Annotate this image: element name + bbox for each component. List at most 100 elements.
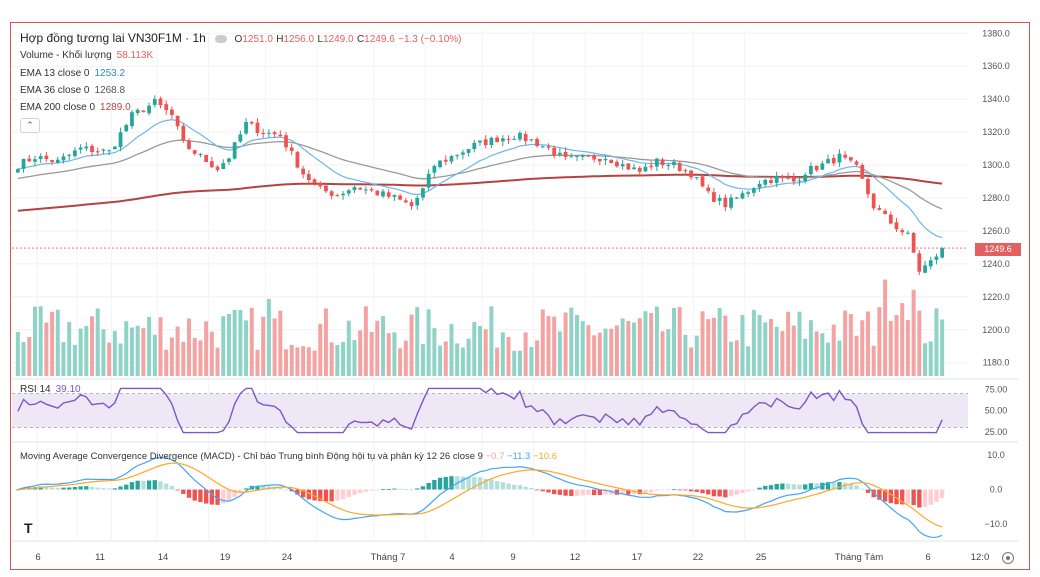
candle-body <box>712 192 716 202</box>
volume-bar <box>420 344 425 376</box>
ema36-value: 1268.8 <box>94 85 126 96</box>
volume-bar <box>483 329 488 376</box>
macd-label: Moving Average Convergence Divergence (M… <box>20 451 483 462</box>
rsi-tick-label: 50.00 <box>985 406 1008 416</box>
ema36-legend[interactable]: EMA 36 close 0 1268.8 <box>20 85 125 96</box>
volume-bar <box>78 328 83 376</box>
volume-bar <box>147 316 152 376</box>
candle-body <box>500 138 505 142</box>
volume-bar <box>90 316 95 376</box>
macd-histogram-bar <box>666 489 671 491</box>
candle-body <box>803 174 808 182</box>
volume-bar <box>398 348 403 376</box>
price-tick-label: 1300.0 <box>982 160 1010 170</box>
volume-bar <box>238 310 243 376</box>
macd-histogram-bar <box>791 484 796 490</box>
rsi-legend[interactable]: RSI 14 39.10 <box>20 384 81 395</box>
macd-histogram-bar <box>61 487 66 490</box>
rsi-tick-label: 75.00 <box>985 384 1008 394</box>
volume-bar <box>187 318 192 376</box>
candle-body <box>489 137 494 146</box>
candle-body <box>130 112 134 127</box>
macd-histogram-bar <box>141 480 146 490</box>
macd-histogram-bar <box>877 489 882 500</box>
time-tick-label: 17 <box>632 552 643 563</box>
candle-body <box>426 173 431 188</box>
candle-body <box>341 193 345 196</box>
macd-histogram-bar <box>306 489 312 500</box>
candle-body <box>261 133 266 135</box>
candle-body <box>529 139 534 141</box>
macd-histogram-bar <box>415 488 420 490</box>
gear-icon[interactable] <box>1002 552 1014 564</box>
volume-legend[interactable]: Volume - Khối lượng 58.113K <box>20 50 153 61</box>
macd-histogram-bar <box>318 489 323 501</box>
candle-body <box>67 154 72 156</box>
volume-bar <box>592 335 597 376</box>
macd-histogram-bar <box>939 489 945 498</box>
candle-body <box>837 153 842 163</box>
macd-histogram-bar <box>523 486 528 490</box>
macd-histogram-bar <box>728 489 734 497</box>
macd-histogram-bar <box>146 480 152 490</box>
ema200-legend[interactable]: EMA 200 close 0 1289.0 <box>20 102 131 113</box>
candle-body <box>443 159 448 162</box>
candle-body <box>763 179 768 185</box>
ema13-line <box>17 119 943 239</box>
volume-bar <box>478 325 482 376</box>
macd-histogram-bar <box>671 489 677 491</box>
macd-histogram-bar <box>483 478 488 490</box>
macd-histogram-bar <box>300 489 306 498</box>
macd-histogram-bar <box>175 489 180 491</box>
time-tick-label: Tháng Tám <box>835 552 883 563</box>
macd-histogram-bar <box>586 489 591 496</box>
volume-bar <box>803 338 808 376</box>
macd-histogram-bar <box>848 483 854 490</box>
candle-body <box>170 109 174 116</box>
macd-histogram-bar <box>723 489 728 498</box>
volume-bar <box>472 321 477 376</box>
candle-body <box>238 134 243 142</box>
volume-bar <box>717 308 722 376</box>
volume-bar <box>529 346 534 376</box>
candle-body <box>786 177 790 179</box>
macd-histogram-bar <box>580 489 585 496</box>
candle-body <box>894 222 899 230</box>
candle-body <box>209 161 214 168</box>
time-tick-label: 19 <box>220 552 231 563</box>
macd-histogram-bar <box>124 484 129 490</box>
macd-histogram-bar <box>295 489 300 495</box>
candle-body <box>917 253 922 272</box>
candle-body <box>369 189 374 191</box>
volume-bar <box>586 325 591 376</box>
candle-body <box>164 104 169 111</box>
volume-bar <box>369 331 374 376</box>
volume-bar <box>84 325 89 376</box>
collapse-legend-button[interactable]: ⌃ <box>20 118 40 133</box>
volume-bar <box>278 310 283 376</box>
macd-legend[interactable]: Moving Average Convergence Divergence (M… <box>20 451 557 462</box>
symbol-title[interactable]: Hợp đồng tương lai VN30F1M · 1h <box>20 31 206 45</box>
volume-bar <box>21 342 26 376</box>
volume-bar <box>711 317 716 376</box>
dot-icon <box>215 34 228 43</box>
volume-bar <box>557 331 562 376</box>
close-value: 1249.6 <box>364 34 395 45</box>
candle-body <box>826 159 830 164</box>
candle-body <box>637 167 642 172</box>
volume-bar <box>363 306 368 376</box>
candle-body <box>375 190 380 196</box>
rsi-label: RSI 14 <box>20 384 51 395</box>
tradingview-logo[interactable]: T <box>24 520 33 536</box>
macd-histogram-bar <box>278 487 283 490</box>
candle-body <box>603 158 608 161</box>
ema36-label: EMA 36 close 0 <box>20 85 90 96</box>
candle-body <box>729 197 733 208</box>
macd-histogram-bar <box>346 489 351 498</box>
macd-histogram-bar <box>44 486 49 490</box>
volume-bar <box>466 338 471 376</box>
macd-histogram-bar <box>785 483 791 490</box>
ema13-legend[interactable]: EMA 13 close 0 1253.2 <box>20 68 125 79</box>
candle-body <box>101 149 106 151</box>
